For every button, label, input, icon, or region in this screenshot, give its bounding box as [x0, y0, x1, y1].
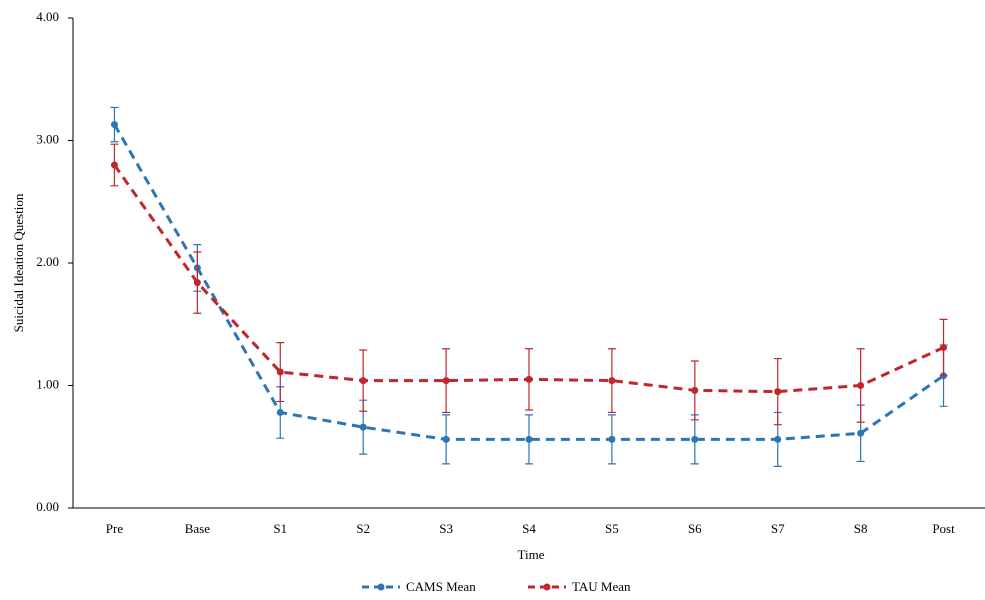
point [608, 377, 616, 385]
point [276, 408, 284, 416]
x-tick-label: Pre [106, 521, 124, 536]
point [774, 435, 782, 443]
point [193, 279, 201, 287]
x-tick-label: S8 [854, 521, 868, 536]
legend-label: CAMS Mean [406, 579, 476, 594]
y-tick-label: 0.00 [36, 499, 59, 514]
point [608, 435, 616, 443]
x-tick-label: S2 [356, 521, 370, 536]
point [774, 388, 782, 396]
x-tick-label: Post [932, 521, 955, 536]
x-tick-label: S5 [605, 521, 619, 536]
point [359, 423, 367, 431]
series-line [113, 123, 945, 441]
point [442, 435, 450, 443]
point [276, 368, 284, 376]
point [691, 386, 699, 394]
y-tick-label: 4.00 [36, 9, 59, 24]
point [110, 121, 118, 129]
y-tick-label: 3.00 [36, 131, 59, 146]
x-tick-label: S1 [273, 521, 287, 536]
x-tick-label: S6 [688, 521, 702, 536]
y-tick-label: 1.00 [36, 376, 59, 391]
legend-marker [543, 583, 551, 591]
x-tick-label: S7 [771, 521, 785, 536]
x-axis-label: Time [518, 547, 545, 562]
point [857, 382, 865, 389]
x-tick-label: S3 [439, 521, 453, 536]
y-axis-label: Suicidal Ideation Question [11, 193, 26, 332]
point [525, 375, 533, 383]
x-tick-label: S4 [522, 521, 536, 536]
point [857, 429, 865, 437]
legend-marker [377, 583, 385, 591]
point [525, 435, 533, 443]
legend-label: TAU Mean [572, 579, 631, 594]
point [442, 377, 450, 385]
point [940, 344, 948, 352]
point [359, 377, 367, 385]
point [110, 161, 118, 169]
point [691, 435, 699, 443]
y-tick-label: 2.00 [36, 254, 59, 269]
x-tick-label: Base [185, 521, 211, 536]
